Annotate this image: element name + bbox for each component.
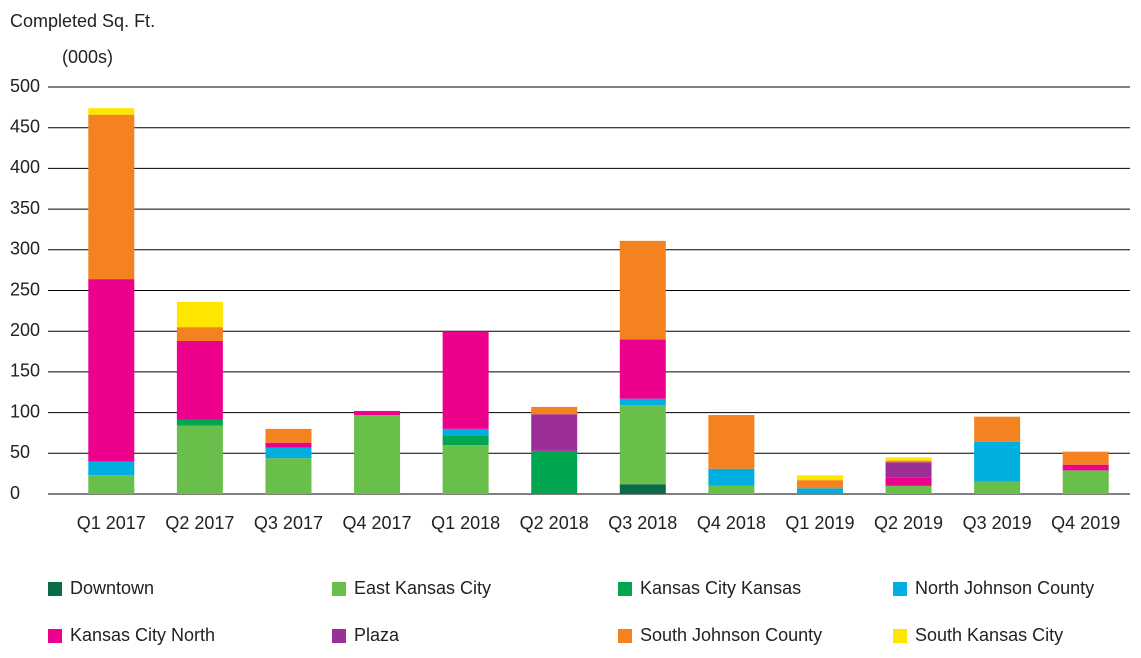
bar-segment	[176, 419, 223, 426]
bar-segment	[796, 480, 843, 489]
bar-segment	[796, 475, 843, 481]
bar-segment	[176, 301, 223, 328]
bar-segment	[88, 461, 135, 476]
bar-segment	[176, 425, 223, 494]
y-tick-label: 100	[10, 401, 40, 421]
bar-segment	[1062, 470, 1109, 494]
bar-segment	[708, 468, 755, 486]
bar-segment	[88, 475, 135, 494]
x-tick-label: Q1 2017	[77, 513, 146, 533]
x-tick-label: Q3 2019	[963, 513, 1032, 533]
bar-segment	[1062, 451, 1109, 465]
legend-swatch	[332, 582, 346, 596]
bar-segment	[885, 460, 932, 463]
bar-segment	[354, 410, 401, 416]
bar-segment	[1062, 464, 1109, 471]
bar-segment	[176, 340, 223, 420]
legend-swatch	[618, 582, 632, 596]
legend-swatch	[618, 629, 632, 643]
legend-label: Downtown	[70, 578, 154, 598]
legend-swatch	[332, 629, 346, 643]
x-tick-label: Q4 2017	[343, 513, 412, 533]
bar-segment	[265, 447, 312, 459]
bar-segment	[885, 462, 932, 478]
bar-segment	[442, 428, 489, 436]
bar-segment	[796, 488, 843, 494]
bar-segment	[885, 457, 932, 461]
bar-segment	[619, 398, 666, 406]
y-axis-label: (000s)	[62, 47, 113, 67]
bar-segment	[442, 435, 489, 446]
legend-label: South Johnson County	[640, 625, 822, 645]
bar-segment	[531, 414, 578, 451]
x-tick-label: Q1 2019	[785, 513, 854, 533]
bar-segment	[531, 450, 578, 494]
legend-swatch	[48, 582, 62, 596]
x-tick-label: Q2 2017	[165, 513, 234, 533]
bar-segment	[442, 445, 489, 494]
bar-segment	[88, 108, 135, 115]
bar-segment	[442, 331, 489, 429]
y-tick-label: 300	[10, 239, 40, 259]
bar-segment	[885, 477, 932, 486]
bar-segment	[885, 485, 932, 494]
x-tick-label: Q3 2017	[254, 513, 323, 533]
bar-segment	[619, 484, 666, 494]
y-axis-label: Completed Sq. Ft.	[10, 11, 155, 31]
bar-segment	[265, 428, 312, 443]
y-tick-label: 50	[10, 442, 30, 462]
x-tick-label: Q4 2018	[697, 513, 766, 533]
bar-segment	[708, 485, 755, 494]
bar-segment	[88, 114, 135, 280]
bar-segment	[619, 240, 666, 340]
bar-segment	[974, 416, 1021, 442]
y-tick-label: 500	[10, 76, 40, 96]
bar-segment	[531, 406, 578, 415]
x-tick-label: Q2 2018	[520, 513, 589, 533]
x-tick-label: Q4 2019	[1051, 513, 1120, 533]
bar-segment	[619, 339, 666, 399]
y-tick-label: 450	[10, 116, 40, 136]
legend-label: East Kansas City	[354, 578, 491, 598]
bar-segment	[619, 405, 666, 485]
bar-segment	[708, 415, 755, 469]
legend-swatch	[893, 582, 907, 596]
bar-segment	[974, 441, 1021, 482]
bar-segment	[354, 415, 401, 494]
x-tick-label: Q3 2018	[608, 513, 677, 533]
bar-segment	[265, 442, 312, 448]
x-tick-label: Q1 2018	[431, 513, 500, 533]
y-tick-label: 250	[10, 279, 40, 299]
y-tick-label: 350	[10, 198, 40, 218]
legend-label: South Kansas City	[915, 625, 1063, 645]
y-tick-label: 400	[10, 157, 40, 177]
y-tick-label: 200	[10, 320, 40, 340]
bar-segment	[88, 279, 135, 462]
legend-label: Kansas City Kansas	[640, 578, 801, 598]
bar-segment	[176, 327, 223, 341]
y-tick-label: 150	[10, 361, 40, 381]
legend-label: Plaza	[354, 625, 400, 645]
bar-segment	[265, 458, 312, 494]
bar-segment	[974, 481, 1021, 494]
legend-label: Kansas City North	[70, 625, 215, 645]
legend-label: North Johnson County	[915, 578, 1094, 598]
x-tick-label: Q2 2019	[874, 513, 943, 533]
y-tick-label: 0	[10, 483, 20, 503]
legend-swatch	[893, 629, 907, 643]
legend-swatch	[48, 629, 62, 643]
